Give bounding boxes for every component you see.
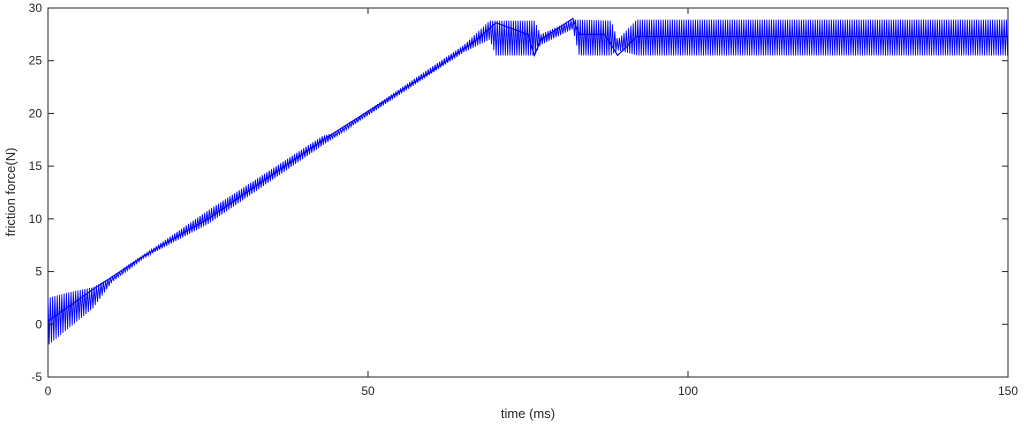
series-oscillation [47,19,1009,345]
y-tick-label: 15 [29,159,43,173]
x-axis-ticks: 0 50 100 150 [45,8,1018,398]
y-tick-label: 25 [29,54,43,68]
series-line [47,17,1008,322]
x-tick-label: 0 [45,384,52,398]
oscillation-band-layer [47,19,1009,345]
y-tick-label: -5 [31,370,42,384]
y-tick-label: 5 [35,265,42,279]
x-tick-label: 50 [361,384,375,398]
x-tick-label: 150 [998,384,1018,398]
y-tick-label: 30 [29,1,43,15]
y-axis-label: friction force(N) [3,148,18,237]
y-tick-label: 0 [35,317,42,331]
y-tick-label: 20 [29,106,43,120]
series-layer [47,17,1008,322]
y-axis-ticks: -5 0 5 10 15 20 25 30 [29,1,1008,384]
plot-area [47,7,1009,378]
x-tick-label: 100 [678,384,698,398]
x-axis-label: time (ms) [501,406,555,421]
y-tick-label: 10 [29,212,43,226]
